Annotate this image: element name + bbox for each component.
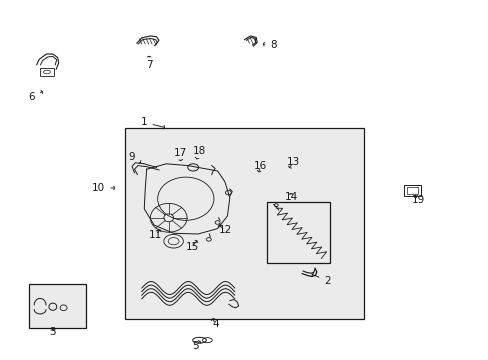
Text: 14: 14 [284, 192, 297, 202]
Text: 19: 19 [410, 195, 424, 205]
Text: 4: 4 [211, 319, 219, 329]
Bar [266, 202, 329, 263]
Text: 10: 10 [92, 183, 114, 193]
Text: 5: 5 [192, 341, 201, 351]
Text: 18: 18 [192, 146, 206, 159]
Bar [407, 187, 417, 194]
Text: 6: 6 [28, 90, 42, 102]
Bar [40, 68, 54, 76]
Text: 9: 9 [128, 152, 141, 163]
Bar [124, 128, 364, 319]
Bar [29, 284, 85, 328]
Text: 2: 2 [311, 273, 330, 286]
Bar [404, 185, 420, 196]
Text: 13: 13 [286, 157, 300, 168]
Text: 15: 15 [185, 240, 199, 252]
Text: 3: 3 [49, 327, 56, 337]
Text: 7: 7 [145, 56, 152, 70]
Text: 16: 16 [253, 161, 267, 172]
Text: 12: 12 [218, 224, 231, 235]
Text: 8: 8 [263, 40, 277, 50]
Text: 17: 17 [173, 148, 186, 161]
Text: 11: 11 [148, 229, 162, 240]
Text: 1: 1 [141, 117, 164, 129]
